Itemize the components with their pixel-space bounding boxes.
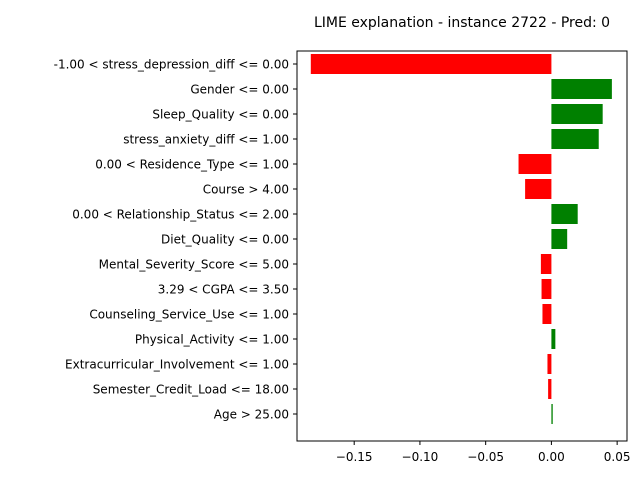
bar-7 <box>551 229 568 249</box>
y-tick-label-2: Sleep_Quality <= 0.00 <box>152 108 289 122</box>
bar-0 <box>310 54 552 74</box>
y-tick-label-7: Diet_Quality <= 0.00 <box>161 233 289 247</box>
y-tick-label-3: stress_anxiety_diff <= 1.00 <box>123 133 289 147</box>
y-axis-ticks: -1.00 < stress_depression_diff <= 0.00 Ge… <box>54 58 297 422</box>
bar-14 <box>551 404 553 424</box>
y-tick-label-5: Course > 4.00 <box>203 183 289 197</box>
bar-10 <box>542 304 552 324</box>
bar-5 <box>525 179 552 199</box>
bar-4 <box>518 154 552 174</box>
bar-12 <box>547 354 552 374</box>
y-tick-label-6: 0.00 < Relationship_Status <= 2.00 <box>72 208 289 222</box>
bars-group <box>310 54 612 424</box>
x-tick-label-2: −0.05 <box>467 450 504 464</box>
y-tick-label-1: Gender <= 0.00 <box>190 83 289 97</box>
bar-8 <box>540 254 552 274</box>
bar-2 <box>551 104 603 124</box>
y-tick-label-14: Age > 25.00 <box>214 408 289 422</box>
y-tick-label-8: Mental_Severity_Score <= 5.00 <box>99 258 289 272</box>
y-tick-label-12: Extracurricular_Involvement <= 1.00 <box>65 358 289 372</box>
y-tick-label-9: 3.29 < CGPA <= 3.50 <box>158 283 289 297</box>
bar-13 <box>548 379 552 399</box>
bar-3 <box>551 129 599 149</box>
bar-9 <box>541 279 552 299</box>
bar-6 <box>551 204 578 224</box>
plot-frame <box>296 50 628 442</box>
y-tick-label-0: -1.00 < stress_depression_diff <= 0.00 <box>54 58 289 72</box>
bar-11 <box>551 329 556 349</box>
y-tick-label-10: Counseling_Service_Use <= 1.00 <box>89 308 289 322</box>
y-tick-label-11: Physical_Activity <= 1.00 <box>135 333 289 347</box>
x-tick-label-3: 0.00 <box>538 450 565 464</box>
x-axis-ticks: −0.15 −0.10 −0.05 0.00 0.05 <box>336 441 631 464</box>
y-tick-label-13: Semester_Credit_Load <= 18.00 <box>93 383 289 397</box>
bar-1 <box>551 79 612 99</box>
x-tick-label-0: −0.15 <box>336 450 373 464</box>
x-tick-label-1: −0.10 <box>402 450 439 464</box>
chart-title: LIME explanation - instance 2722 - Pred:… <box>314 15 610 31</box>
y-tick-label-4: 0.00 < Residence_Type <= 1.00 <box>95 158 289 172</box>
x-tick-label-4: 0.05 <box>604 450 631 464</box>
